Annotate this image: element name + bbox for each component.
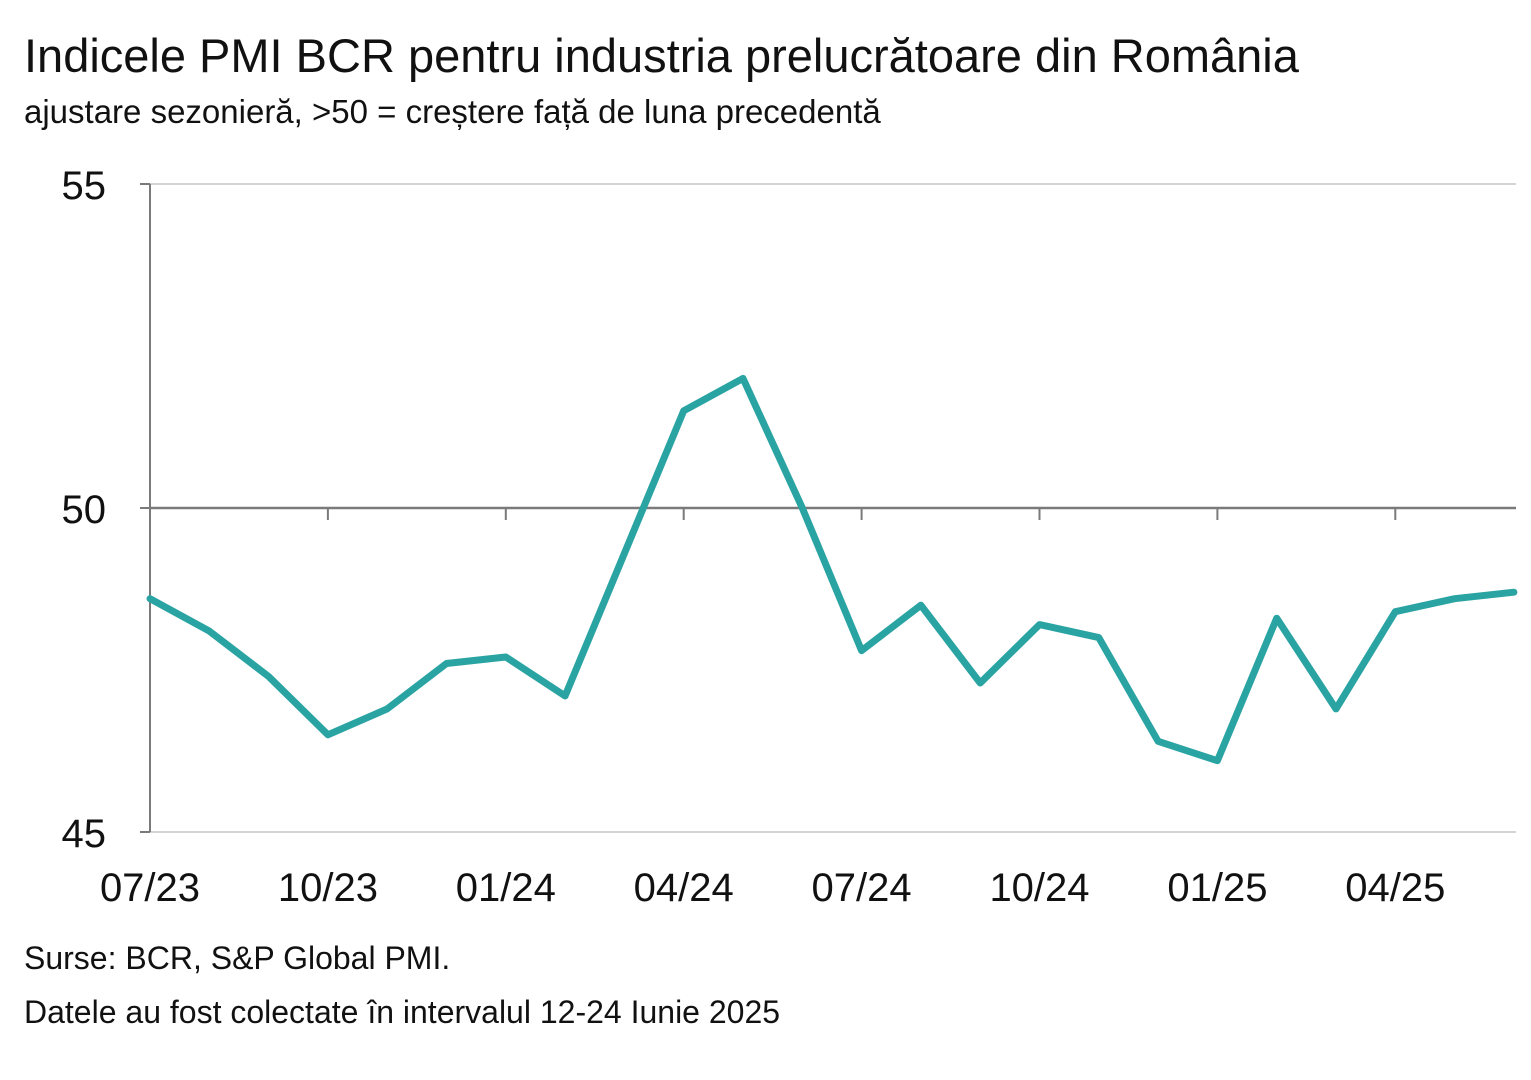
gridlines (150, 183, 1516, 833)
x-tick-label-07-23: 07/23 (100, 866, 200, 910)
series-layer (146, 374, 1518, 765)
y-tick-label-50: 50 (62, 488, 107, 532)
x-tick-label-04-24: 04/24 (634, 866, 734, 910)
axes (140, 183, 1397, 833)
chart-title: Indicele PMI BCR pentru industria preluc… (24, 29, 1299, 82)
x-tick-label-10-23: 10/23 (278, 866, 378, 910)
x-tick-label-01-25: 01/25 (1167, 866, 1267, 910)
chart-subtitle: ajustare sezonieră, >50 = creștere față … (24, 93, 881, 130)
source-note: Surse: BCR, S&P Global PMI. (24, 940, 451, 976)
x-tick-label-04-25: 04/25 (1345, 866, 1445, 910)
x-tick-label-07-24: 07/24 (812, 866, 912, 910)
collection-note: Datele au fost colectate în intervalul 1… (24, 994, 781, 1030)
tick-labels: 45 50 55 07/23 10/23 01/24 04/24 07/24 10/24 01/2… (62, 164, 1446, 910)
x-tick-label-10-24: 10/24 (989, 866, 1089, 910)
x-tick-label-01-24: 01/24 (456, 866, 556, 910)
y-tick-label-55: 55 (62, 164, 107, 208)
y-tick-label-45: 45 (62, 812, 107, 856)
series-line-pmi (146, 374, 1518, 765)
